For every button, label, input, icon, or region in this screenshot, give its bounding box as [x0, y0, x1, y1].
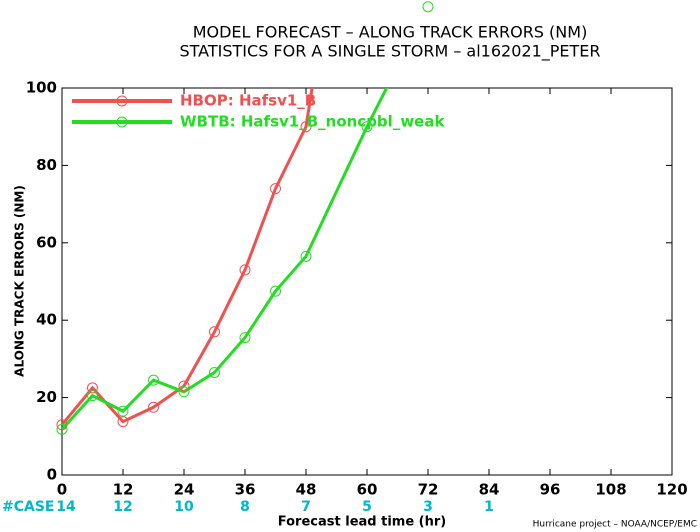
y-tick-label: 40 [36, 311, 57, 329]
data-point [422, 1, 434, 13]
data-point [178, 386, 190, 398]
data-point [178, 380, 190, 392]
footer: Hurricane project – NOAA/NCEP/EMC [533, 520, 697, 530]
y-tick-label: 60 [36, 233, 57, 251]
data-point [209, 326, 220, 338]
data-point [87, 382, 98, 394]
data-point [239, 264, 251, 276]
case-count: 3 [423, 499, 433, 515]
data-point [209, 366, 220, 378]
case-count: 10 [174, 499, 194, 515]
data-point [270, 285, 281, 297]
data-point [361, 121, 373, 133]
data-point [148, 401, 159, 413]
x-tick-label: 84 [479, 481, 500, 499]
case-count: 12 [113, 499, 132, 515]
legend-label: WBTB: Hafsv1_B_noncpbl_weak [180, 113, 445, 131]
x-tick-label: 36 [235, 481, 256, 499]
data-point [148, 374, 159, 386]
x-tick-label: 60 [357, 481, 378, 499]
x-tick-label: 96 [540, 481, 561, 499]
x-tick-label: 108 [595, 481, 626, 499]
data-point [239, 332, 251, 344]
series-line [62, 88, 314, 426]
case-count: 5 [362, 499, 372, 515]
data-point [117, 405, 129, 417]
x-tick-label: 48 [296, 481, 317, 499]
case-count: 14 [56, 499, 76, 515]
data-point [56, 419, 68, 431]
y-tick-label: 100 [26, 79, 57, 97]
case-count: 8 [240, 499, 250, 515]
plot-area [62, 88, 389, 431]
case-count: 1 [484, 499, 494, 515]
legend-label: HBOP: Hafsv1_B [180, 92, 316, 110]
x-tick-label: 0 [57, 481, 67, 499]
plot-frame [61, 87, 673, 476]
data-point [300, 121, 312, 133]
x-tick-label: 24 [174, 481, 195, 499]
legend-marker [116, 95, 128, 107]
series-line [62, 88, 389, 431]
x-tick-label: 72 [418, 481, 439, 499]
x-axis-label: Forecast lead time (hr) [278, 515, 446, 530]
x-tick-label: 120 [656, 481, 687, 499]
y-tick-label: 80 [36, 156, 57, 174]
y-tick-label: 0 [47, 466, 57, 484]
data-point [270, 183, 281, 195]
chart-subtitle: STATISTICS FOR A SINGLE STORM – al162021… [179, 42, 600, 62]
case-count: 7 [301, 499, 311, 515]
data-point [56, 423, 68, 435]
chart-title: MODEL FORECAST – ALONG TRACK ERRORS (NM) [193, 23, 588, 42]
x-tick-label: 12 [113, 481, 134, 499]
y-axis-label: ALONG TRACK ERRORS (NM) [13, 185, 27, 377]
y-tick-label: 20 [36, 388, 57, 406]
case-label: #CASE [2, 499, 55, 515]
data-point [87, 390, 98, 402]
legend-marker [116, 116, 128, 128]
data-point [300, 250, 312, 262]
